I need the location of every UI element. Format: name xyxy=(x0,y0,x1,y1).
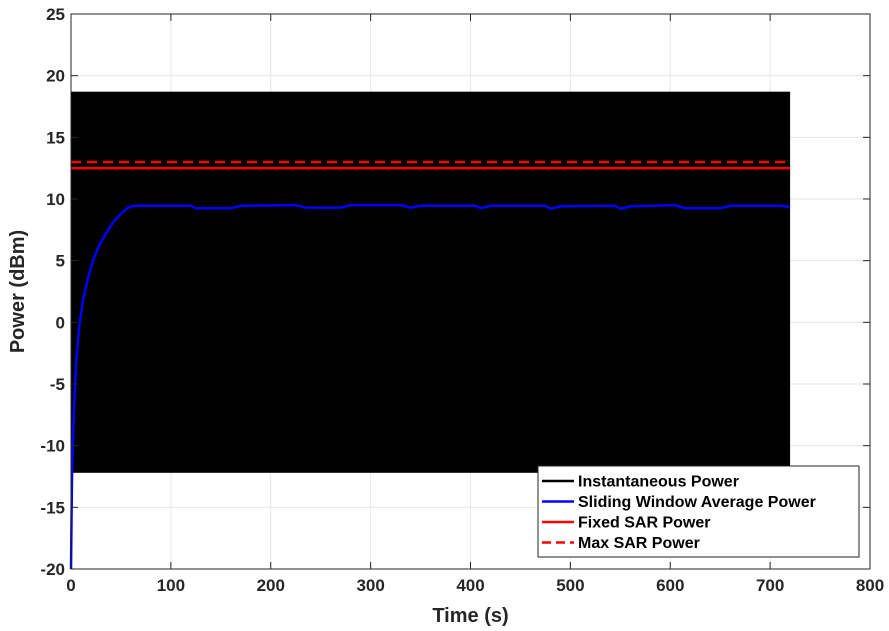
axes xyxy=(70,13,871,570)
x-tick-label: 600 xyxy=(656,576,684,595)
legend-box xyxy=(537,465,860,558)
x-tick-labels: 0 100 200 300 400 500 600 700 800 xyxy=(66,576,884,595)
x-tick-label: 0 xyxy=(66,576,75,595)
x-tick-label: 100 xyxy=(157,576,185,595)
y-tick-label: 0 xyxy=(56,313,65,332)
y-tick-label: -15 xyxy=(40,498,65,517)
legend: Instantaneous Power Sliding Window Averag… xyxy=(537,465,860,558)
y-tick-label: 15 xyxy=(46,128,65,147)
x-axis-label: Time (s) xyxy=(432,605,508,627)
legend-label-sliding-window-average-power: Sliding Window Average Power xyxy=(578,494,816,511)
legend-label-max-sar-power: Max SAR Power xyxy=(578,535,700,552)
x-tick-label: 400 xyxy=(456,576,484,595)
y-tick-label: -10 xyxy=(40,437,65,456)
series-layer xyxy=(69,91,791,570)
y-axis-label: Power (dBm) xyxy=(7,230,29,353)
x-tick-label: 800 xyxy=(856,576,884,595)
x-tick-label: 700 xyxy=(756,576,784,595)
x-tick-label: 500 xyxy=(556,576,584,595)
series-instantaneous-power-band xyxy=(71,91,791,473)
y-tick-label: 10 xyxy=(46,190,65,209)
legend-label-instantaneous-power: Instantaneous Power xyxy=(578,474,739,491)
x-tick-label: 300 xyxy=(356,576,384,595)
series-line-sliding-window-average-power xyxy=(69,203,791,570)
x-tick-label: 200 xyxy=(257,576,285,595)
y-tick-label: 5 xyxy=(56,252,65,271)
y-tick-label: 25 xyxy=(46,5,65,24)
legend-label-fixed-sar-power: Fixed SAR Power xyxy=(578,515,710,532)
y-tick-labels: -20 -15 -10 -5 0 5 10 15 20 25 xyxy=(40,5,65,579)
y-tick-label: 20 xyxy=(46,67,65,86)
y-tick-label: -5 xyxy=(50,375,65,394)
y-tick-label: -20 xyxy=(40,560,65,579)
